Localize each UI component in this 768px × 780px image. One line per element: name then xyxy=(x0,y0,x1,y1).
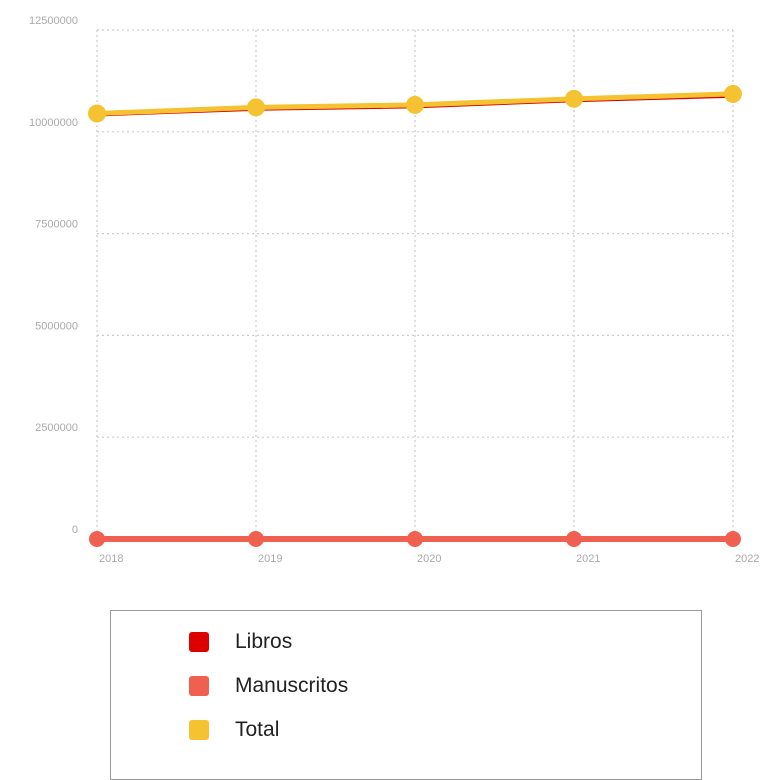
series-manuscritos xyxy=(89,531,741,547)
series-lines xyxy=(88,84,742,547)
x-tick-label: 2021 xyxy=(576,553,600,565)
data-point[interactable] xyxy=(407,531,423,547)
axis-labels: 12500000 10000000 7500000 5000000 2500000 0 20… xyxy=(29,15,759,565)
data-point[interactable] xyxy=(248,531,264,547)
legend-label: Manuscritos xyxy=(235,674,349,697)
y-tick-label: 0 xyxy=(72,524,78,536)
data-point[interactable] xyxy=(88,104,106,123)
x-tick-label: 2019 xyxy=(258,553,282,565)
legend-item-libros[interactable]: Libros xyxy=(189,627,292,657)
data-point[interactable] xyxy=(406,95,424,114)
legend-item-manuscritos[interactable]: Manuscritos xyxy=(189,671,348,701)
y-tick-label: 10000000 xyxy=(29,117,78,129)
y-tick-label: 7500000 xyxy=(35,219,78,231)
legend: Libros Manuscritos Total xyxy=(110,610,702,780)
data-point[interactable] xyxy=(89,531,105,547)
legend-swatch-total xyxy=(189,720,209,740)
x-tick-label: 2022 xyxy=(735,553,759,565)
data-point[interactable] xyxy=(724,84,742,103)
data-point[interactable] xyxy=(565,89,583,108)
legend-label: Libros xyxy=(235,630,293,653)
data-point[interactable] xyxy=(566,531,582,547)
legend-item-total[interactable]: Total xyxy=(189,715,279,745)
legend-label: Total xyxy=(235,718,280,741)
y-tick-label: 5000000 xyxy=(35,320,78,332)
data-point[interactable] xyxy=(725,531,741,547)
legend-swatch-libros xyxy=(189,632,209,652)
data-point[interactable] xyxy=(247,98,265,117)
x-tick-label: 2018 xyxy=(99,553,123,565)
legend-swatch-manuscritos xyxy=(189,676,209,696)
chart-svg: 12500000 10000000 7500000 5000000 2500000 0 20… xyxy=(29,15,759,565)
series-total xyxy=(88,84,742,123)
x-tick-label: 2020 xyxy=(417,553,441,565)
y-tick-label: 12500000 xyxy=(29,15,78,27)
y-tick-label: 2500000 xyxy=(35,422,78,434)
